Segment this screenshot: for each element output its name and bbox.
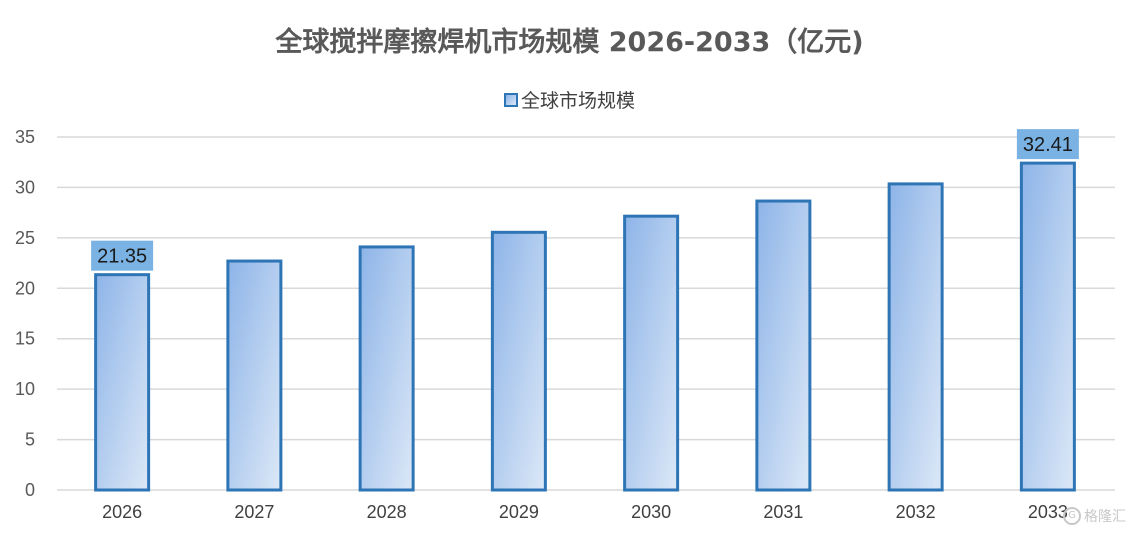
y-tick-label: 20 [15,278,35,298]
data-label-2033: 32.41 [1016,129,1079,160]
bar-2029 [490,230,547,492]
watermark-logo-icon: G [1063,507,1081,525]
data-labels: 21.35 32.41 [91,129,1079,271]
bar-2028 [358,245,415,492]
data-label-text: 21.35 [97,246,147,268]
x-tick-label: 2026 [102,502,142,522]
y-tick-label: 5 [25,430,35,450]
bar-2033 [1019,161,1076,492]
bar-2030 [623,214,680,492]
watermark: G 格隆汇 [1063,506,1126,526]
x-tick-label: 2030 [631,502,671,522]
bar-2026 [94,273,151,492]
data-label-text: 32.41 [1023,134,1073,156]
bars [94,161,1076,492]
x-tick-label: 2032 [896,502,936,522]
bar-2027 [226,259,283,492]
x-tick-label: 2028 [367,502,407,522]
y-tick-label: 10 [15,379,35,399]
data-label-2026: 21.35 [91,240,154,271]
watermark-text: 格隆汇 [1084,509,1126,525]
gridlines [57,136,1115,491]
legend-swatch [503,92,518,107]
x-tick-label: 2027 [234,502,274,522]
y-tick-label: 0 [25,480,35,500]
legend: 全球市场规模 [0,86,1139,113]
data-label-background [1016,129,1079,160]
y-tick-label: 25 [15,228,35,248]
bar-2032 [887,182,944,492]
x-tick-label: 2029 [499,502,539,522]
x-tick-label: 2033 [1028,502,1068,522]
x-axis-ticks: 2026 2027 2028 2029 2030 2031 2032 2033 [102,502,1068,522]
y-axis-ticks: 0 5 10 15 20 25 30 35 [15,127,35,500]
x-tick-label: 2031 [763,502,803,522]
bar-2031 [755,199,812,492]
chart-title: 全球搅拌摩擦焊机市场规模 2026-2033（亿元) [275,27,864,58]
y-tick-label: 15 [15,329,35,349]
y-tick-label: 30 [15,177,35,197]
y-tick-label: 35 [15,127,35,147]
legend-label: 全球市场规模 [520,90,635,112]
data-label-background [91,240,154,271]
